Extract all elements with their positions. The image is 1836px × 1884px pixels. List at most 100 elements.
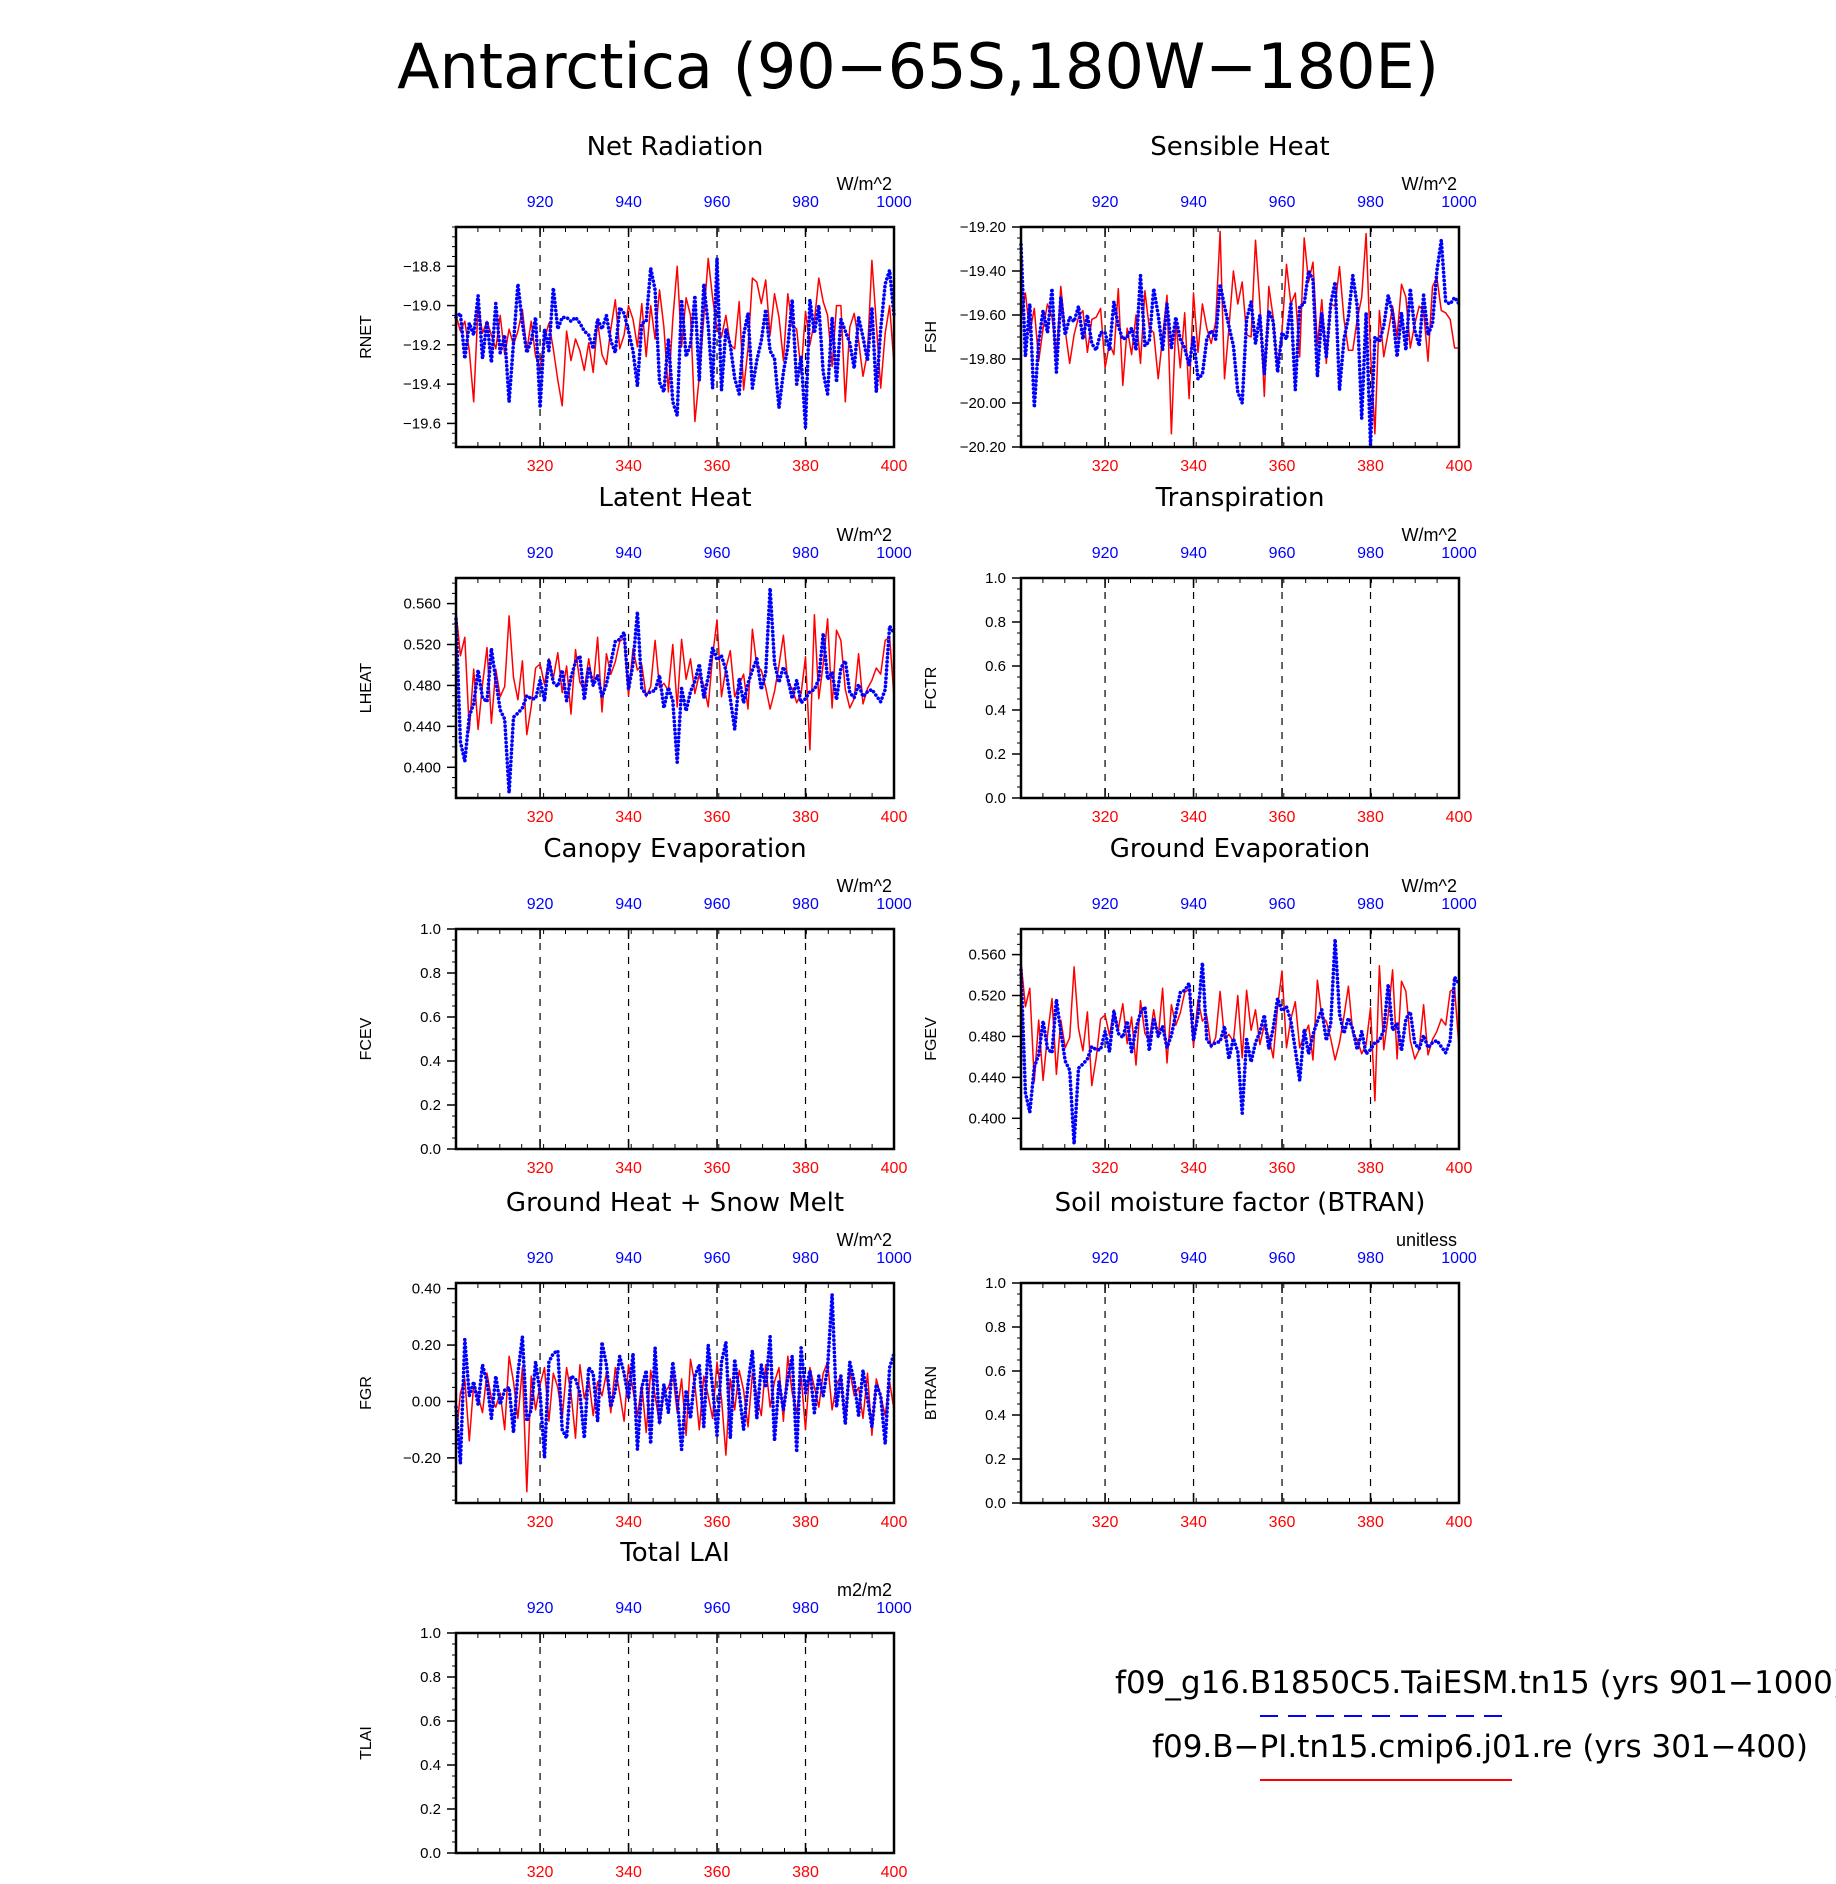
y-tick-label: 0.400 [403,759,441,776]
y-tick-label: 0.560 [403,596,441,613]
plot-frame [1019,576,1461,800]
x-bottom-tick-label: 400 [1446,458,1473,475]
x-bottom-tick-label: 320 [1092,458,1119,475]
unit-label: W/m^2 [837,1230,892,1250]
y-tick-label: 0.4 [985,1407,1006,1424]
x-bottom-tick-label: 400 [881,809,908,826]
y-axis-label: FGEV [923,1017,940,1061]
x-top-tick-label: 1000 [876,194,912,211]
panel-fgev: Ground Evaporation W/m^2 FGEV 320 340 360 380 4… [923,834,1477,1177]
x-bottom-tick-label: 380 [792,1864,819,1881]
x-top-tick-label: 1000 [1441,194,1477,211]
y-tick-label: 0.400 [968,1110,1006,1127]
unit-label: W/m^2 [1402,876,1457,896]
panel-title: Latent Heat [598,483,751,513]
unit-label: W/m^2 [837,876,892,896]
x-bottom-tick-label: 360 [704,809,731,826]
x-bottom-tick-label: 360 [704,1864,731,1881]
x-top-tick-label: 980 [792,545,819,562]
panel-lheat: Latent Heat W/m^2 LHEAT 320 340 360 380 400 920 9… [358,483,912,826]
panel-title: Soil moisture factor (BTRAN) [1055,1188,1426,1218]
x-bottom-tick-label: 400 [1446,809,1473,826]
y-axis-label: LHEAT [358,663,375,714]
x-top-tick-label: 920 [527,896,554,913]
y-tick-label: 0.20 [412,1337,441,1354]
panel-btran: Soil moisture factor (BTRAN) unitless BTRA… [923,1188,1477,1531]
y-tick-label: 0.440 [968,1069,1006,1086]
panel-group: Net Radiation W/m^2 RNET 320 340 360 380 400 920… [358,132,1477,1881]
panel-fgr: Ground Heat + Snow Melt W/m^2 FGR 320 340 360… [358,1188,912,1531]
x-bottom-tick-label: 380 [792,458,819,475]
y-tick-label: 1.0 [420,1625,441,1642]
y-tick-label: 0.8 [420,1669,441,1686]
series-line-blue [454,256,896,430]
panel-fcev: Canopy Evaporation W/m^2 FCEV 320 340 360 380 4… [358,834,912,1177]
x-top-tick-label: 940 [1180,194,1207,211]
x-bottom-tick-label: 320 [527,1160,554,1177]
x-top-tick-label: 960 [704,896,731,913]
series-line-red [1020,230,1459,435]
y-tick-label: 0.8 [985,1319,1006,1336]
x-top-tick-label: 1000 [876,896,912,913]
series-line-blue [1019,238,1461,447]
x-bottom-tick-label: 340 [615,1514,642,1531]
x-top-tick-label: 960 [704,194,731,211]
x-top-tick-label: 920 [527,1250,554,1267]
unit-label: W/m^2 [837,525,892,545]
y-tick-label: 0.0 [985,790,1006,807]
x-top-tick-label: 920 [1092,194,1119,211]
x-bottom-tick-label: 400 [881,1864,908,1881]
x-top-tick-label: 940 [1180,896,1207,913]
y-tick-label: −19.0 [403,298,441,315]
x-bottom-tick-label: 400 [1446,1160,1473,1177]
y-tick-label: 0.4 [985,702,1006,719]
x-bottom-tick-label: 320 [1092,1514,1119,1531]
series-line-blue [1019,937,1461,1146]
series-line-red [1020,961,1460,1102]
panel-title: Net Radiation [587,132,764,162]
unit-label: W/m^2 [1402,525,1457,545]
unit-label: W/m^2 [1402,174,1457,194]
y-tick-label: 0.40 [412,1281,441,1298]
x-bottom-tick-label: 380 [1357,1514,1384,1531]
unit-label: unitless [1396,1230,1457,1250]
plot-frame [454,927,896,1151]
x-top-tick-label: 980 [1357,545,1384,562]
x-bottom-tick-label: 320 [1092,809,1119,826]
x-bottom-tick-label: 400 [881,458,908,475]
x-top-tick-label: 960 [1269,1250,1296,1267]
x-bottom-tick-label: 380 [792,809,819,826]
x-bottom-tick-label: 320 [1092,1160,1119,1177]
y-tick-label: −19.60 [960,307,1006,324]
x-bottom-tick-label: 400 [881,1160,908,1177]
legend-label-red: f09.B−PI.tn15.cmip6.j01.re (yrs 301−400) [1152,1729,1808,1765]
y-axis-label: FSH [923,321,940,353]
plot-frame [454,576,896,800]
unit-label: m2/m2 [837,1580,892,1600]
y-tick-label: 1.0 [985,1275,1006,1292]
x-top-tick-label: 980 [792,194,819,211]
y-tick-label: −19.6 [403,415,441,432]
y-tick-label: 0.480 [968,1028,1006,1045]
x-bottom-tick-label: 320 [527,809,554,826]
y-tick-label: 0.8 [420,965,441,982]
x-top-tick-label: 960 [704,545,731,562]
y-tick-label: 0.0 [985,1495,1006,1512]
x-top-tick-label: 920 [527,1600,554,1617]
x-top-tick-label: 940 [615,194,642,211]
x-top-tick-label: 940 [615,545,642,562]
panel-fctr: Transpiration W/m^2 FCTR 320 340 360 380 400 920… [923,483,1477,826]
x-top-tick-label: 960 [704,1600,731,1617]
x-top-tick-label: 1000 [876,1600,912,1617]
x-bottom-tick-label: 340 [615,809,642,826]
y-tick-label: 0.2 [985,1451,1006,1468]
x-top-tick-label: 980 [1357,194,1384,211]
x-top-tick-label: 980 [792,896,819,913]
y-tick-label: −19.80 [960,351,1006,368]
y-tick-label: −20.20 [960,439,1006,456]
x-top-tick-label: 940 [1180,1250,1207,1267]
x-bottom-tick-label: 380 [1357,809,1384,826]
x-bottom-tick-label: 320 [527,1514,554,1531]
x-top-tick-label: 1000 [1441,896,1477,913]
